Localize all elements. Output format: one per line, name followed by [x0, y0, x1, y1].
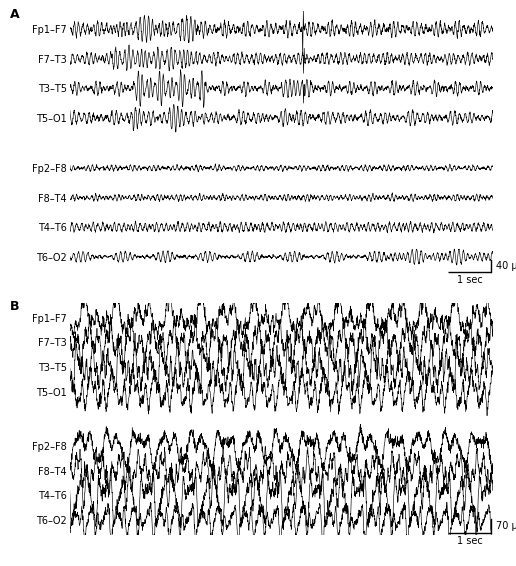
- Text: A: A: [10, 8, 20, 22]
- Text: 40 μV: 40 μV: [496, 261, 516, 271]
- Text: 70 μV: 70 μV: [496, 521, 516, 531]
- Text: 1 sec: 1 sec: [457, 536, 482, 546]
- Text: B: B: [10, 300, 20, 313]
- Text: 1 sec: 1 sec: [457, 275, 482, 285]
